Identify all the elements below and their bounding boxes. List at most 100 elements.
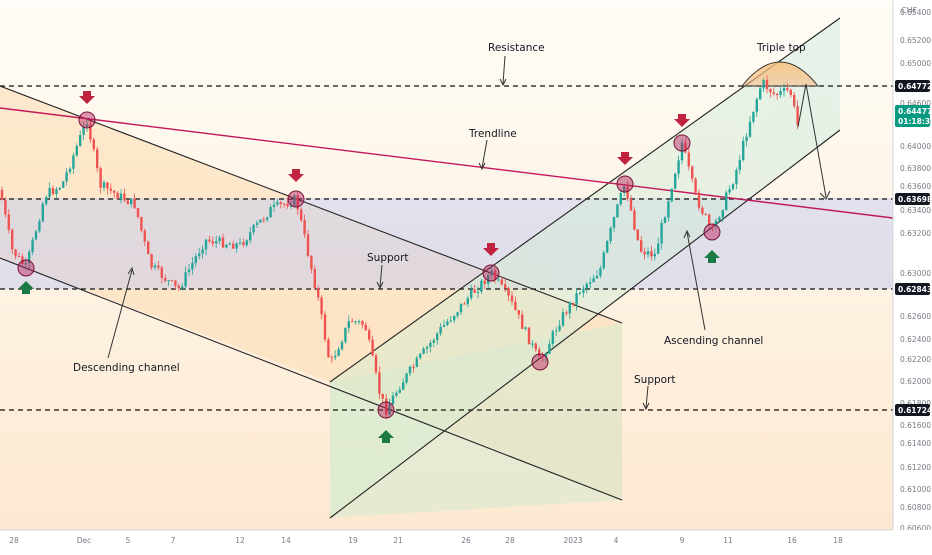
y-tick-label: 0.61400: [900, 439, 931, 448]
candle: [136, 207, 140, 219]
candle: [572, 302, 575, 307]
candle: [697, 189, 701, 211]
candle: [232, 240, 235, 249]
candle: [238, 237, 242, 246]
candle: [11, 228, 14, 255]
candle: [28, 249, 31, 269]
signal-arrows: [18, 91, 720, 443]
x-tick-label: 9: [680, 536, 685, 545]
candle: [480, 278, 483, 295]
candle: [340, 339, 344, 351]
candle: [7, 209, 10, 234]
touch-marker-2: [287, 190, 305, 208]
price-axis: CHF 0.654000.652000.650000.646000.644000…: [892, 0, 932, 533]
price-tag-resistance: 0.64772: [895, 80, 932, 92]
candle: [731, 183, 735, 191]
candle: [201, 245, 204, 259]
candle: [388, 398, 391, 415]
candle: [374, 353, 378, 375]
candle: [636, 229, 639, 241]
candle: [538, 346, 541, 357]
candle: [667, 199, 670, 222]
candle: [109, 183, 112, 195]
x-tick-label: 19: [348, 536, 358, 545]
candle: [218, 235, 221, 244]
candle: [198, 248, 201, 260]
candle: [735, 167, 738, 189]
x-tick-label: 12: [235, 536, 245, 545]
y-tick-label: 0.61000: [900, 485, 931, 494]
candle: [500, 276, 503, 286]
candle: [643, 247, 646, 260]
resistance-pointer-head: [499, 78, 507, 87]
candle: [640, 236, 643, 253]
candle: [14, 248, 17, 260]
price-tag-mid-level: 0.63698: [895, 193, 932, 205]
candle: [446, 318, 449, 327]
price-tag-box: [895, 404, 930, 416]
support-upper-pointer-head: [376, 281, 384, 290]
touch-markers: [17, 111, 721, 419]
candle: [449, 316, 452, 323]
price-tag-text: 0.64772: [898, 82, 932, 91]
candle: [694, 176, 697, 196]
price-tag-box: [895, 193, 930, 205]
candle: [320, 295, 323, 320]
candle: [371, 335, 374, 357]
candle: [748, 116, 752, 138]
candle: [650, 245, 653, 261]
candle: [4, 197, 7, 218]
candle: [408, 365, 412, 377]
price-tag-box: [895, 283, 930, 295]
candle: [517, 310, 520, 320]
x-tick-label: 18: [833, 536, 843, 545]
y-tick-label: 0.65400: [900, 8, 931, 17]
price-tag-box: [895, 80, 930, 92]
trendline: [0, 107, 894, 219]
candle: [126, 199, 129, 205]
candle: [130, 198, 133, 208]
support-zone: [0, 198, 893, 289]
candle: [259, 219, 262, 224]
candle: [459, 303, 463, 315]
candle: [555, 327, 558, 337]
candle: [633, 207, 636, 231]
candle: [701, 205, 704, 216]
annotation-support-lower: Support: [634, 374, 676, 386]
candle: [752, 111, 755, 124]
candle: [779, 86, 782, 99]
annotation-support-upper: Support: [367, 252, 409, 264]
candle: [68, 166, 72, 175]
candle: [354, 320, 357, 325]
x-tick-label: 21: [393, 536, 403, 545]
down-arrow-4: [617, 152, 633, 165]
candle: [119, 189, 123, 204]
candle: [351, 317, 354, 323]
candle: [177, 283, 180, 292]
candle: [575, 288, 578, 311]
candle: [691, 165, 694, 183]
y-tick-label: 0.63200: [900, 229, 931, 238]
down-arrow-5: [674, 114, 690, 127]
x-tick-label: Dec: [77, 536, 92, 545]
price-tag-box: [895, 105, 930, 117]
candle: [453, 315, 456, 324]
touch-marker-4: [616, 175, 634, 193]
candle: [490, 265, 493, 279]
candle: [45, 194, 48, 207]
candle: [561, 308, 565, 328]
ascending-channel-pointer: [686, 231, 706, 331]
candle: [174, 280, 177, 290]
price-tag-text: 0.63698: [898, 195, 932, 204]
candle: [72, 152, 75, 174]
candle: [89, 120, 92, 143]
candle: [31, 237, 34, 256]
candle: [167, 279, 170, 287]
price-tag-text: 0.61724: [898, 406, 932, 415]
down-arrow-1: [79, 91, 95, 104]
x-tick-label: 2023: [563, 536, 582, 545]
candle: [357, 319, 361, 325]
y-tick-label: 0.61600: [900, 421, 931, 430]
candle: [578, 291, 582, 296]
candle: [619, 189, 622, 207]
